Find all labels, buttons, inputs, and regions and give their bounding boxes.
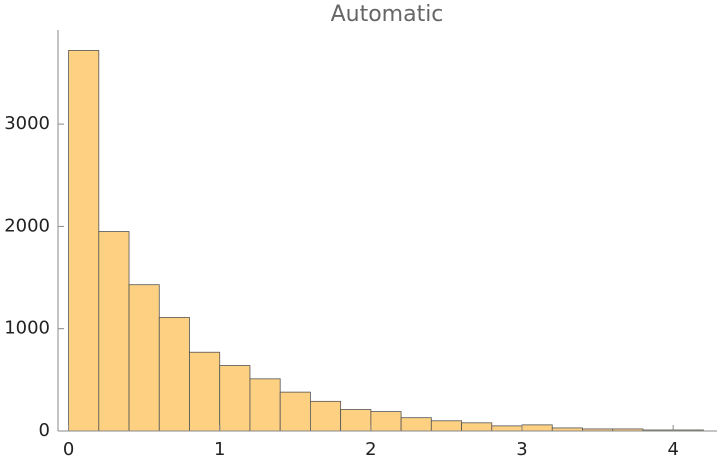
- y-tick-label: 0: [39, 420, 50, 441]
- x-tick-label: 3: [516, 439, 527, 460]
- bar: [98, 231, 130, 432]
- bar: [158, 317, 190, 432]
- bar: [279, 391, 311, 432]
- x-tick-label: 1: [214, 439, 225, 460]
- bar: [461, 422, 493, 432]
- bar: [400, 417, 432, 432]
- bar: [219, 365, 251, 432]
- bar: [249, 378, 281, 432]
- bar: [370, 411, 402, 432]
- bar: [189, 351, 221, 432]
- bar: [340, 409, 372, 432]
- bar: [310, 400, 342, 432]
- x-tick-label: 2: [365, 439, 376, 460]
- y-tick-label: 3000: [4, 113, 50, 134]
- y-tick-label: 2000: [4, 215, 50, 236]
- x-tick-label: 4: [667, 439, 678, 460]
- bar: [430, 420, 462, 432]
- y-tick-label: 1000: [4, 318, 50, 339]
- chart-title: Automatic: [331, 2, 444, 27]
- bar: [128, 284, 160, 432]
- x-tick-label: 0: [63, 439, 74, 460]
- bar: [68, 50, 100, 432]
- bar: [521, 424, 553, 432]
- bar: [491, 425, 523, 432]
